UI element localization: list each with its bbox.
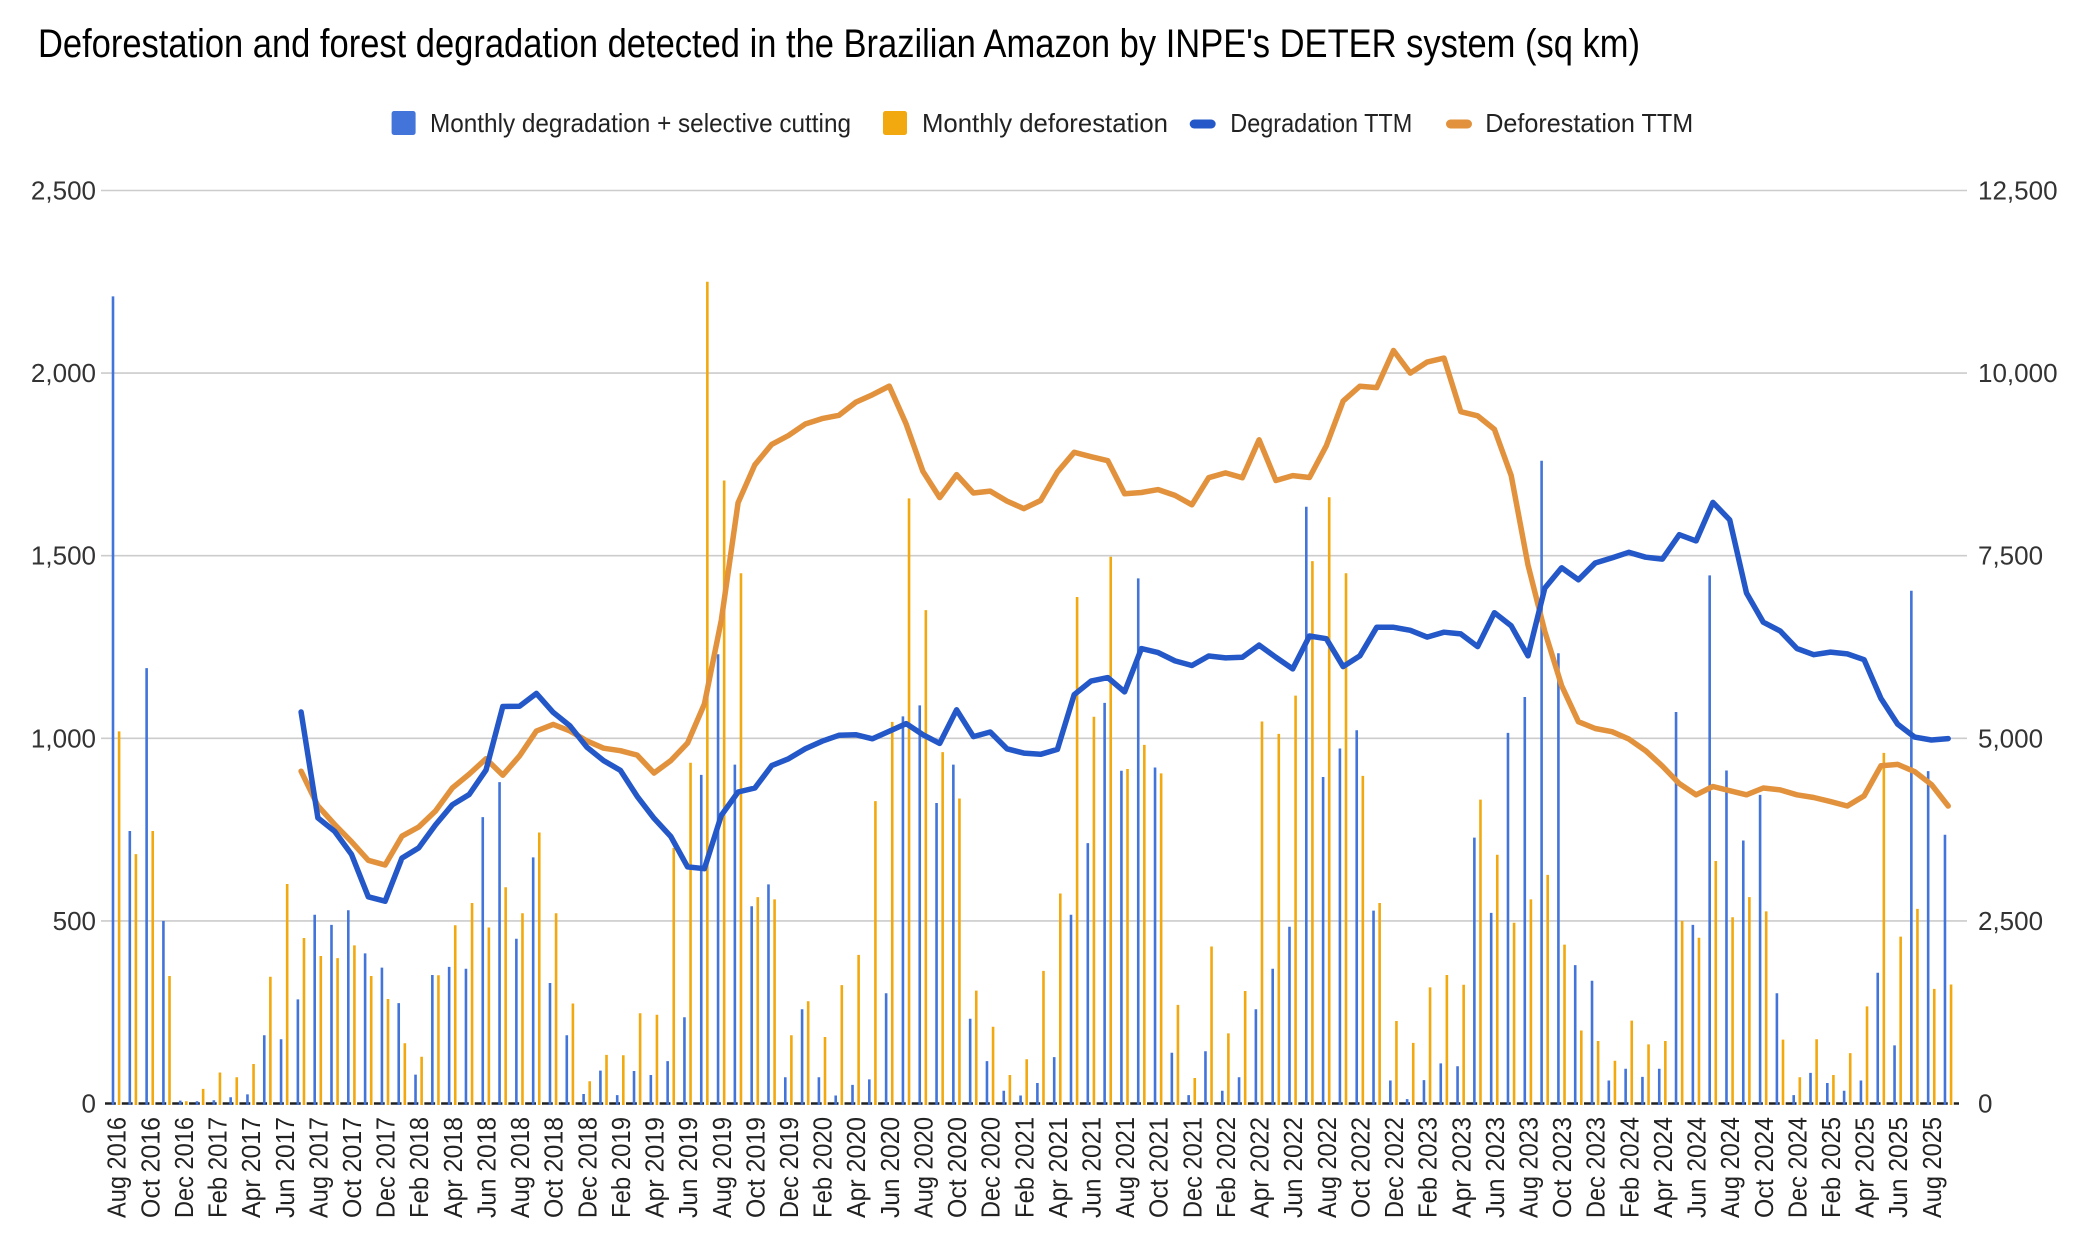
svg-text:Feb 2023: Feb 2023 bbox=[1413, 1117, 1443, 1218]
svg-text:Monthly degradation + selectiv: Monthly degradation + selective cutting bbox=[430, 108, 851, 138]
svg-text:7,500: 7,500 bbox=[1978, 541, 2043, 571]
svg-text:Aug 2024: Aug 2024 bbox=[1715, 1117, 1745, 1218]
svg-text:Apr 2020: Apr 2020 bbox=[841, 1117, 871, 1218]
svg-text:Oct 2020: Oct 2020 bbox=[942, 1117, 972, 1218]
svg-text:5,000: 5,000 bbox=[1978, 723, 2043, 753]
svg-text:0: 0 bbox=[82, 1089, 96, 1119]
svg-text:Jun 2020: Jun 2020 bbox=[875, 1117, 905, 1218]
svg-text:Oct 2022: Oct 2022 bbox=[1345, 1117, 1375, 1218]
svg-text:Oct 2018: Oct 2018 bbox=[539, 1117, 569, 1218]
svg-text:Apr 2018: Apr 2018 bbox=[438, 1117, 468, 1218]
svg-text:Dec 2019: Dec 2019 bbox=[774, 1117, 804, 1218]
svg-text:Aug 2022: Aug 2022 bbox=[1312, 1117, 1342, 1218]
svg-text:Dec 2016: Dec 2016 bbox=[169, 1117, 199, 1218]
svg-text:Jun 2021: Jun 2021 bbox=[1077, 1117, 1107, 1218]
svg-text:Deforestation TTM: Deforestation TTM bbox=[1485, 108, 1693, 138]
svg-text:2,500: 2,500 bbox=[1978, 906, 2043, 936]
svg-text:Oct 2019: Oct 2019 bbox=[740, 1117, 770, 1218]
svg-text:Feb 2019: Feb 2019 bbox=[606, 1117, 636, 1218]
svg-text:Apr 2022: Apr 2022 bbox=[1245, 1117, 1275, 1218]
svg-text:2,500: 2,500 bbox=[31, 176, 96, 206]
svg-text:Apr 2021: Apr 2021 bbox=[1043, 1117, 1073, 1218]
svg-text:Monthly deforestation: Monthly deforestation bbox=[922, 108, 1168, 138]
svg-text:2,000: 2,000 bbox=[31, 358, 96, 388]
svg-text:Apr 2017: Apr 2017 bbox=[236, 1117, 266, 1218]
svg-text:Feb 2017: Feb 2017 bbox=[203, 1117, 233, 1218]
svg-text:Jun 2024: Jun 2024 bbox=[1682, 1117, 1712, 1218]
svg-text:Aug 2019: Aug 2019 bbox=[707, 1117, 737, 1218]
svg-text:Jun 2022: Jun 2022 bbox=[1278, 1117, 1308, 1218]
svg-text:Dec 2021: Dec 2021 bbox=[1177, 1117, 1207, 1218]
svg-text:Apr 2025: Apr 2025 bbox=[1850, 1117, 1880, 1218]
svg-text:Oct 2017: Oct 2017 bbox=[337, 1117, 367, 1218]
svg-text:Dec 2022: Dec 2022 bbox=[1379, 1117, 1409, 1218]
svg-text:1,000: 1,000 bbox=[31, 723, 96, 753]
svg-text:Feb 2021: Feb 2021 bbox=[1009, 1117, 1039, 1218]
svg-text:Jun 2019: Jun 2019 bbox=[673, 1117, 703, 1218]
svg-text:Aug 2016: Aug 2016 bbox=[102, 1117, 132, 1218]
svg-text:Jun 2018: Jun 2018 bbox=[472, 1117, 502, 1218]
svg-text:Dec 2017: Dec 2017 bbox=[371, 1117, 401, 1218]
svg-text:12,500: 12,500 bbox=[1978, 176, 2058, 206]
svg-text:Feb 2020: Feb 2020 bbox=[808, 1117, 838, 1218]
svg-text:Jun 2023: Jun 2023 bbox=[1480, 1117, 1510, 1218]
svg-text:Jun 2017: Jun 2017 bbox=[270, 1117, 300, 1218]
svg-text:Dec 2024: Dec 2024 bbox=[1782, 1117, 1812, 1218]
svg-text:Aug 2023: Aug 2023 bbox=[1514, 1117, 1544, 1218]
svg-text:Apr 2019: Apr 2019 bbox=[640, 1117, 670, 1218]
svg-text:Aug 2020: Aug 2020 bbox=[908, 1117, 938, 1218]
svg-text:10,000: 10,000 bbox=[1978, 358, 2058, 388]
svg-text:Feb 2025: Feb 2025 bbox=[1816, 1117, 1846, 1218]
svg-text:Feb 2022: Feb 2022 bbox=[1211, 1117, 1241, 1218]
svg-text:Dec 2020: Dec 2020 bbox=[976, 1117, 1006, 1218]
svg-text:Dec 2023: Dec 2023 bbox=[1581, 1117, 1611, 1218]
svg-text:500: 500 bbox=[53, 906, 96, 936]
svg-text:Feb 2018: Feb 2018 bbox=[404, 1117, 434, 1218]
svg-text:Oct 2023: Oct 2023 bbox=[1547, 1117, 1577, 1218]
svg-text:0: 0 bbox=[1978, 1089, 1992, 1119]
svg-text:Degradation TTM: Degradation TTM bbox=[1230, 108, 1412, 138]
svg-text:1,500: 1,500 bbox=[31, 541, 96, 571]
svg-text:Oct 2021: Oct 2021 bbox=[1144, 1117, 1174, 1218]
svg-text:Aug 2025: Aug 2025 bbox=[1917, 1117, 1947, 1218]
svg-text:Aug 2017: Aug 2017 bbox=[303, 1117, 333, 1218]
svg-text:Jun 2025: Jun 2025 bbox=[1883, 1117, 1913, 1218]
svg-text:Aug 2021: Aug 2021 bbox=[1110, 1117, 1140, 1218]
svg-text:Feb 2024: Feb 2024 bbox=[1614, 1117, 1644, 1218]
svg-text:Aug 2018: Aug 2018 bbox=[505, 1117, 535, 1218]
svg-text:Deforestation and forest degra: Deforestation and forest degradation det… bbox=[38, 22, 1640, 66]
svg-text:Apr 2024: Apr 2024 bbox=[1648, 1117, 1678, 1218]
svg-text:Dec 2018: Dec 2018 bbox=[572, 1117, 602, 1218]
svg-text:Oct 2024: Oct 2024 bbox=[1749, 1117, 1779, 1218]
svg-text:Oct 2016: Oct 2016 bbox=[135, 1117, 165, 1218]
svg-text:Apr 2023: Apr 2023 bbox=[1446, 1117, 1476, 1218]
